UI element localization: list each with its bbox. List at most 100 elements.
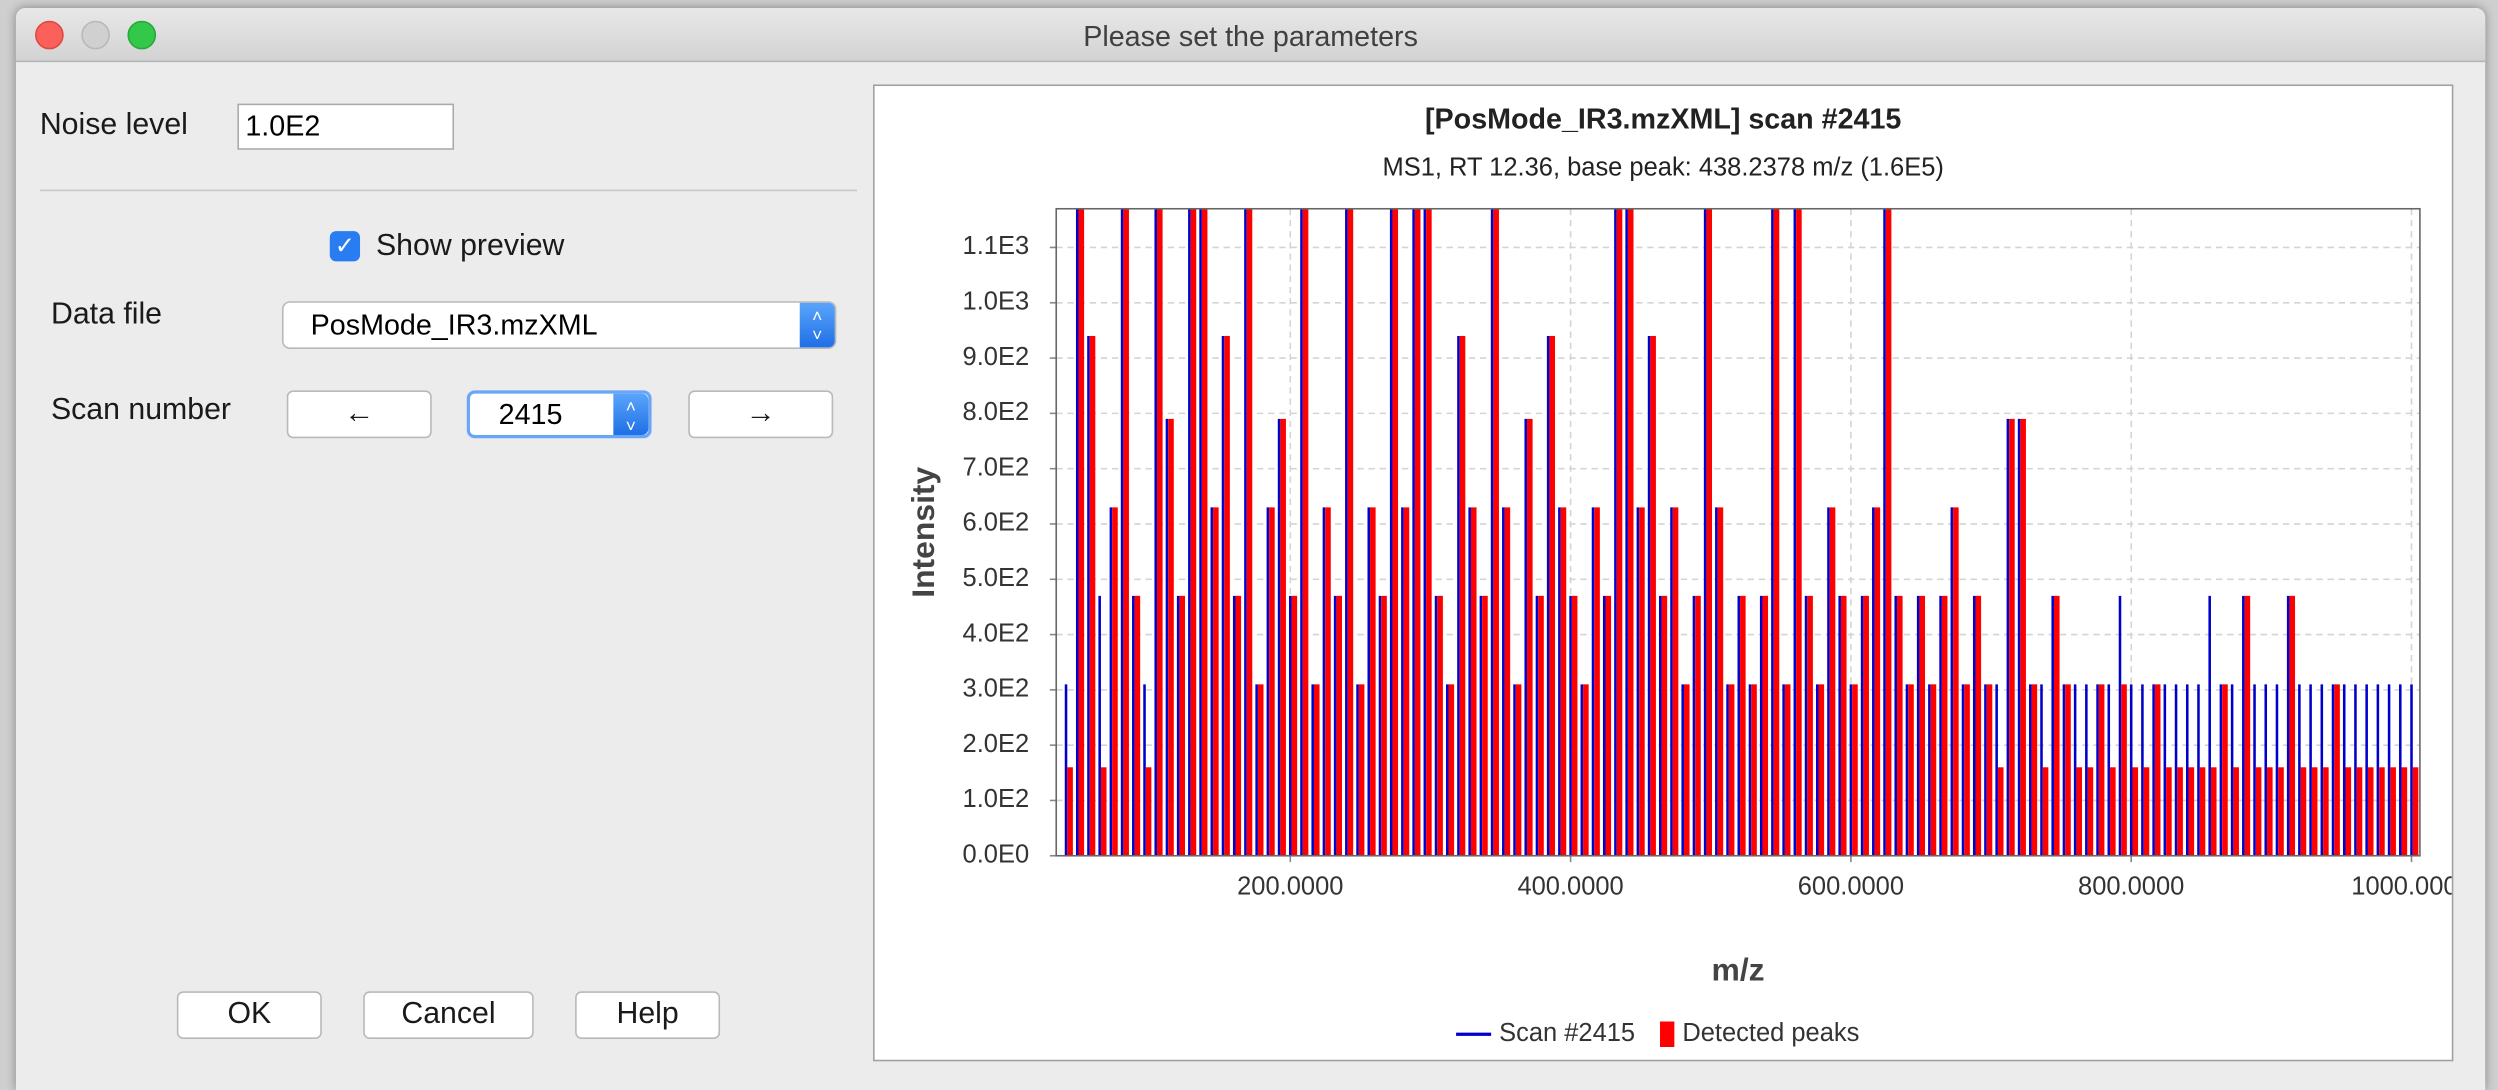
- peak-bar: [2132, 767, 2139, 856]
- x-tick-label: 400.0000: [1517, 872, 1623, 900]
- peak-bar: [1897, 595, 1903, 856]
- peak-bar: [2065, 684, 2071, 856]
- prev-scan-button[interactable]: ←: [286, 390, 432, 439]
- chart: [PosMode_IR3.mzXML] scan #2415 MS1, RT 1…: [905, 104, 2452, 1047]
- y-tick-label: 2.0E2: [963, 730, 1030, 758]
- peak-bar: [1941, 595, 1948, 856]
- x-tick-label: 200.0000: [1237, 872, 1343, 900]
- legend-swatch: [1660, 1021, 1675, 1047]
- y-tick-label: 1.0E3: [963, 288, 1030, 316]
- peak-bar: [1616, 208, 1623, 856]
- peak-bar: [2154, 684, 2161, 856]
- scan-number-spinner[interactable]: 2415 ˄ ˅: [466, 390, 652, 439]
- peak-bar: [2367, 767, 2374, 856]
- peak-bar: [1313, 684, 1320, 856]
- y-tick-label: 4.0E2: [963, 619, 1030, 647]
- peak-bar: [2334, 684, 2340, 856]
- peak-bar: [1437, 595, 1443, 856]
- help-button[interactable]: Help: [575, 991, 721, 1040]
- peak-bar: [2177, 767, 2183, 856]
- peak-bar: [1919, 595, 1926, 856]
- plot-area: [1064, 208, 2419, 856]
- peak-bar: [1414, 208, 1421, 856]
- legend-label: Scan #2415: [1499, 1019, 1635, 1047]
- plot-border: [1055, 207, 2421, 857]
- peak-bar: [1997, 767, 2004, 856]
- peak-bar: [1246, 208, 1253, 856]
- peak-bar: [1078, 208, 1085, 856]
- peak-bar: [1706, 208, 1712, 856]
- peak-bar: [1493, 208, 1499, 856]
- data-file-select[interactable]: PosMode_IR3.mzXML ˄ ˅: [281, 301, 837, 349]
- peak-bar: [1695, 595, 1701, 856]
- peak-bar: [1515, 684, 1522, 856]
- noise-level-input[interactable]: 1.0E2: [237, 103, 455, 150]
- peak-bar: [2210, 767, 2217, 856]
- peak-bar: [1089, 335, 1096, 856]
- peak-bar: [2244, 595, 2251, 856]
- peak-bar: [1280, 418, 1286, 856]
- peak-bar: [2323, 767, 2329, 856]
- peak-bar: [1123, 208, 1129, 856]
- x-tick-label: 1000.0000: [2351, 872, 2451, 900]
- peak-bar: [1740, 595, 1746, 856]
- zoom-button[interactable]: [127, 20, 157, 50]
- y-tick-label: 3.0E2: [963, 675, 1030, 703]
- peak-bar: [1325, 507, 1331, 856]
- peak-bar: [1560, 507, 1567, 856]
- peak-bar: [1157, 208, 1163, 856]
- peak-bar: [2233, 767, 2239, 856]
- peak-bar: [1874, 507, 1881, 856]
- close-button[interactable]: [35, 20, 64, 50]
- peak-bar: [2267, 767, 2273, 856]
- peak-bar: [2289, 595, 2296, 856]
- peak-bar: [2143, 767, 2150, 856]
- peak-bar: [1672, 507, 1679, 856]
- ok-button[interactable]: OK: [176, 991, 322, 1040]
- y-axis-label: Intensity: [905, 466, 941, 597]
- show-preview-checkbox[interactable]: ✓: [329, 231, 361, 262]
- minimize-button[interactable]: [81, 20, 110, 50]
- x-axis-label: m/z: [1712, 952, 1765, 988]
- chart-subtitle: MS1, RT 12.36, base peak: 438.2378 m/z (…: [1383, 154, 1944, 182]
- y-tick-label: 6.0E2: [963, 509, 1030, 537]
- dialog: Please set the parameters Noise level 1.…: [15, 7, 2486, 1090]
- peak-bar: [2188, 767, 2195, 856]
- peak-bar: [1269, 507, 1275, 856]
- peak-bar: [2166, 767, 2172, 856]
- peak-bar: [1605, 595, 1612, 856]
- peak-bar: [1661, 595, 1668, 856]
- peak-bar: [2311, 767, 2318, 856]
- y-tick-label: 1.0E2: [963, 785, 1030, 813]
- peak-bar: [1717, 507, 1724, 856]
- peak-bar: [1784, 684, 1791, 856]
- peak-bar: [1168, 418, 1174, 856]
- peak-bar: [1381, 595, 1387, 856]
- peak-bar: [1863, 595, 1869, 856]
- peak-bar: [1807, 595, 1813, 856]
- peak-bar: [1953, 507, 1959, 856]
- peak-bar: [1527, 418, 1533, 856]
- peak-bar: [2278, 767, 2284, 856]
- separator: [39, 189, 858, 192]
- show-preview-label: Show preview: [375, 229, 565, 263]
- peak-bar: [2199, 767, 2206, 856]
- peak-bar: [1067, 767, 1073, 856]
- chart-title: [PosMode_IR3.mzXML] scan #2415: [1425, 104, 1901, 136]
- peak-bar: [1908, 684, 1914, 856]
- peak-bar: [1885, 208, 1892, 856]
- peak-bar: [1751, 684, 1757, 856]
- peak-bar: [1627, 208, 1634, 856]
- peak-bar: [1639, 507, 1645, 856]
- peak-bar: [2110, 767, 2116, 856]
- x-tick-label: 600.0000: [1798, 872, 1904, 900]
- peak-bar: [2356, 767, 2363, 856]
- peak-bar: [1986, 684, 1993, 856]
- peak-bar: [2098, 684, 2105, 856]
- peak-bar: [1190, 208, 1197, 856]
- peak-bar: [1257, 684, 1264, 856]
- data-file-label: Data file: [50, 298, 163, 332]
- next-scan-button[interactable]: →: [688, 390, 834, 439]
- cancel-button[interactable]: Cancel: [363, 991, 534, 1040]
- chart-panel: [PosMode_IR3.mzXML] scan #2415 MS1, RT 1…: [873, 84, 2454, 1062]
